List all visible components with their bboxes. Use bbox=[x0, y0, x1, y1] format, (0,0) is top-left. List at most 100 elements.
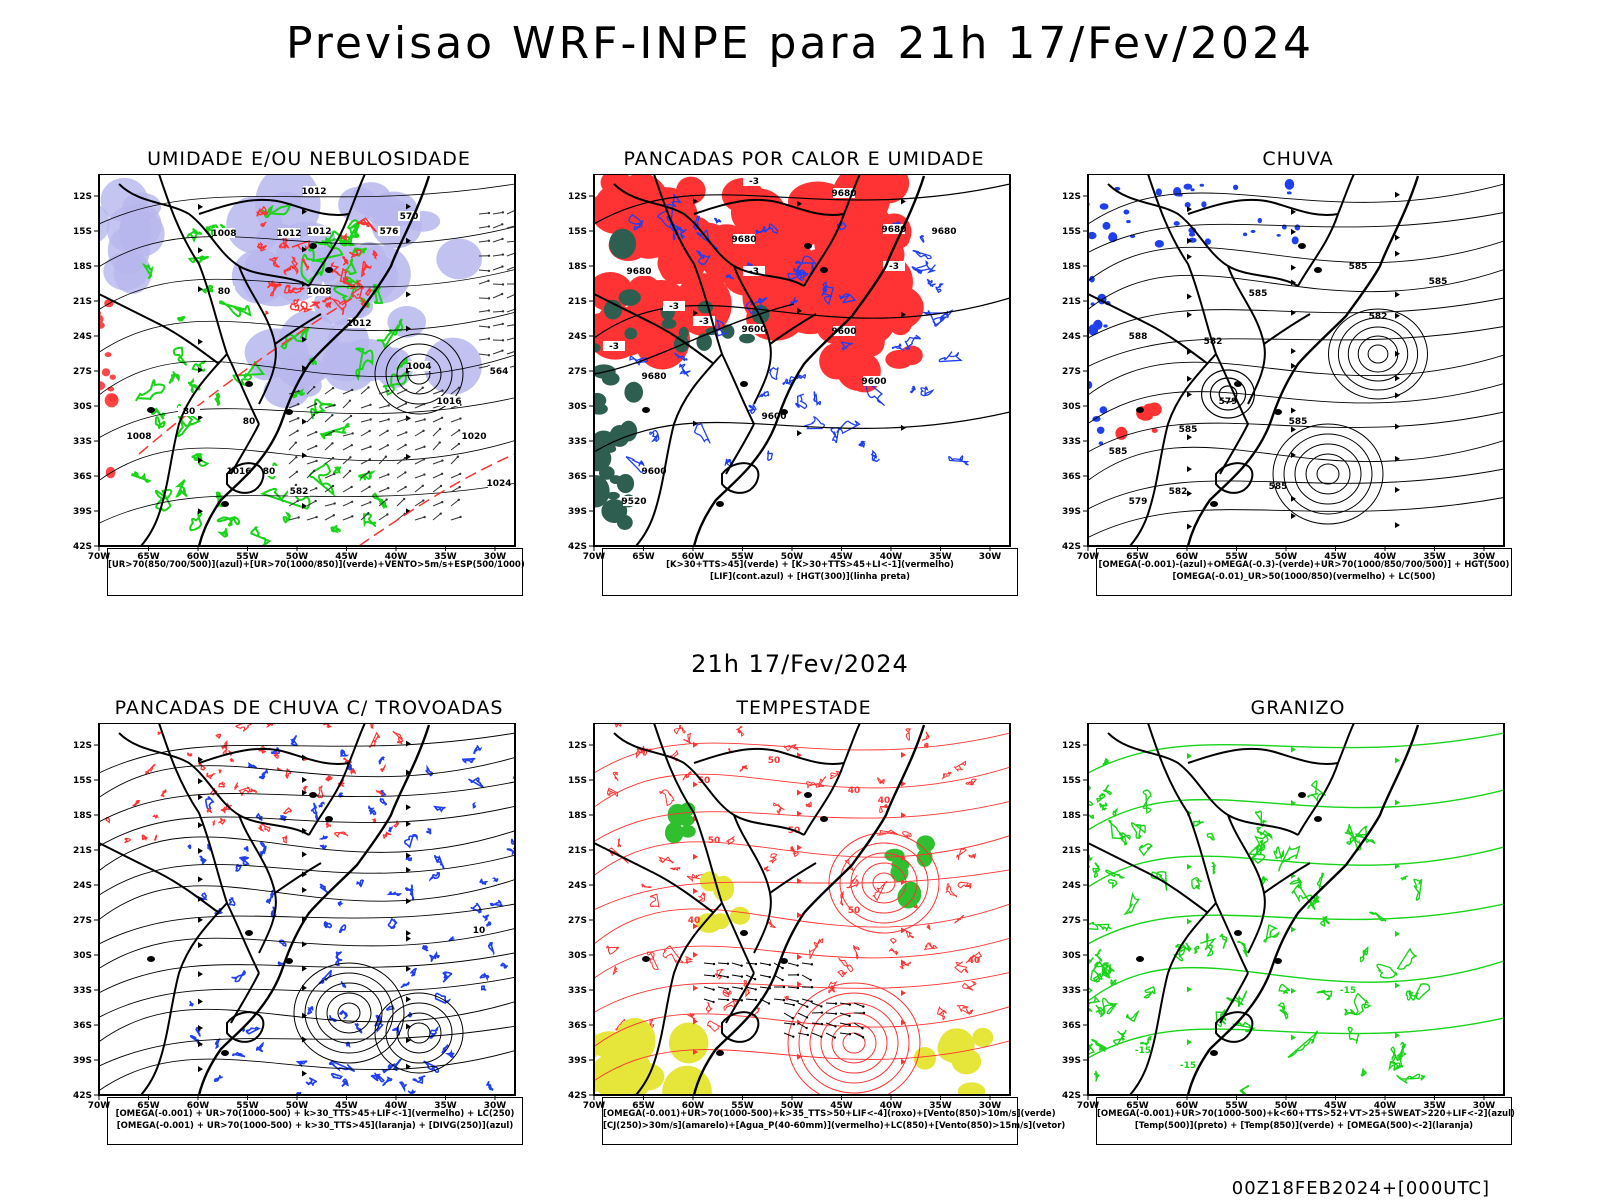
geopotential-contour-arrow bbox=[693, 420, 698, 427]
divergence-contour bbox=[243, 846, 249, 852]
low-pressure-isobar bbox=[385, 343, 453, 405]
streamline-arrow bbox=[797, 981, 802, 988]
lifted-index-contour bbox=[919, 234, 925, 243]
legend-line: [OMEGA(-0.001)-(azul)+OMEGA(-0.3)-(verde… bbox=[1098, 560, 1510, 570]
streamline bbox=[1088, 183, 1504, 225]
divergence-contour bbox=[345, 1041, 351, 1048]
wind-vector bbox=[396, 457, 406, 465]
contour-label: 1016 bbox=[226, 467, 251, 477]
temp-850-contour bbox=[1219, 933, 1228, 949]
lat-tick-label: 36S bbox=[1062, 472, 1081, 482]
lon-tick-label: 55W bbox=[236, 1101, 259, 1111]
temp-850-contour bbox=[1320, 915, 1330, 927]
divergence-contour bbox=[382, 1076, 393, 1087]
geopotential-contour bbox=[594, 183, 1010, 225]
wind-vector-head bbox=[726, 987, 730, 991]
wind-vector bbox=[521, 310, 529, 312]
humidity-contour bbox=[232, 361, 266, 387]
precipitable-water-contour bbox=[657, 856, 674, 864]
thickness-contour bbox=[267, 281, 275, 288]
streamline-arrow bbox=[901, 990, 906, 997]
red-contour-fill bbox=[104, 352, 112, 358]
wind-vector bbox=[396, 418, 407, 423]
lon-tick-label: 60W bbox=[187, 552, 210, 562]
humidity-contour bbox=[282, 511, 291, 524]
wind-vector-head bbox=[423, 418, 426, 421]
humidity-contour bbox=[358, 470, 376, 482]
wind-vector bbox=[521, 267, 529, 270]
divergence-contour bbox=[235, 863, 242, 872]
temp-850-contour bbox=[1316, 989, 1333, 1001]
divergence-contour bbox=[514, 809, 515, 813]
divergence-contour bbox=[433, 854, 445, 870]
streamline-arrow bbox=[198, 1066, 203, 1073]
contour-label: 585 bbox=[1269, 482, 1288, 492]
temp-850-contour bbox=[1094, 948, 1103, 962]
streamline bbox=[99, 1025, 515, 1067]
lifted-index-contour bbox=[840, 341, 854, 350]
thickness-contour bbox=[343, 258, 349, 264]
wind-vector bbox=[378, 474, 389, 479]
precipitable-water-contour bbox=[683, 732, 692, 744]
map-layers: 9680 9680 9680 9680 9600 9600 9600 9680 9600 9520… bbox=[594, 174, 1010, 530]
wind-vector bbox=[324, 457, 334, 465]
lat-tick-label: 27S bbox=[73, 367, 92, 377]
contour-label: 9680 bbox=[931, 227, 956, 237]
wind-vector-head bbox=[313, 385, 316, 389]
humidity-contour bbox=[219, 300, 252, 318]
temp-850-contour-arrow bbox=[1291, 1034, 1296, 1041]
thickness-contour bbox=[256, 241, 267, 252]
precipitable-water-contour bbox=[837, 969, 848, 978]
lat-tick-label: 15S bbox=[1062, 776, 1081, 786]
lon-tick-label: 65W bbox=[1126, 552, 1149, 562]
wind-vector-head bbox=[459, 417, 462, 420]
wind-vector bbox=[521, 340, 529, 341]
divergence-contour bbox=[213, 1074, 223, 1082]
wind-vector-head bbox=[350, 444, 353, 447]
precipitable-water-contour bbox=[913, 901, 918, 909]
wind-vector-head bbox=[315, 487, 318, 490]
divergence-contour bbox=[429, 950, 440, 963]
instability-area bbox=[899, 345, 923, 366]
lifted-index-contour bbox=[695, 250, 711, 266]
streamline-arrow bbox=[693, 853, 698, 860]
streamline-arrow bbox=[1187, 311, 1192, 318]
wind-vector bbox=[324, 502, 335, 507]
wind-vector-head bbox=[349, 414, 353, 418]
wind-vector bbox=[478, 365, 489, 369]
precipitable-water-contour bbox=[684, 956, 694, 964]
wind-vector-head bbox=[387, 473, 390, 476]
panel-tempestade: TEMPESTADE 50 50 40 40 50 50 40 50 40 12S 15S 18S 21… bbox=[568, 697, 1065, 1197]
thunderstorm-contour bbox=[222, 739, 228, 756]
divergence-contour bbox=[338, 792, 344, 798]
lat-tick-label: 21S bbox=[568, 846, 587, 856]
lon-tick-label: 35W bbox=[434, 552, 457, 562]
precipitable-water-contour bbox=[805, 801, 812, 808]
contour-label: 1020 bbox=[461, 432, 486, 442]
wind-vector-head bbox=[501, 349, 504, 352]
streamline-arrow bbox=[406, 1063, 411, 1070]
low-streamline bbox=[842, 1032, 866, 1054]
temp-850-contour bbox=[1072, 932, 1079, 937]
divergence-contour bbox=[518, 1083, 522, 1088]
divergence-contour bbox=[432, 805, 446, 813]
lon-tick-label: 70W bbox=[1077, 1101, 1100, 1111]
humidity-contour bbox=[344, 258, 358, 276]
wind-vector-head bbox=[368, 485, 371, 489]
thunderstorm-contour bbox=[369, 723, 374, 729]
thunderstorm-contour bbox=[393, 820, 400, 828]
wind-vector bbox=[288, 500, 298, 507]
wind-vector bbox=[787, 986, 798, 989]
wind-vector-head bbox=[458, 429, 461, 432]
streamline-arrow bbox=[198, 998, 203, 1005]
temp-850-contour bbox=[1110, 979, 1117, 986]
omega-area bbox=[1088, 380, 1093, 389]
temp-850-contour-arrow bbox=[1291, 987, 1296, 994]
divergence-contour bbox=[319, 883, 329, 894]
contour-label: 585 bbox=[1109, 447, 1128, 457]
wind-vector bbox=[839, 1022, 850, 1026]
wind-vector-head bbox=[487, 337, 491, 340]
streamline-arrow bbox=[1395, 423, 1400, 430]
